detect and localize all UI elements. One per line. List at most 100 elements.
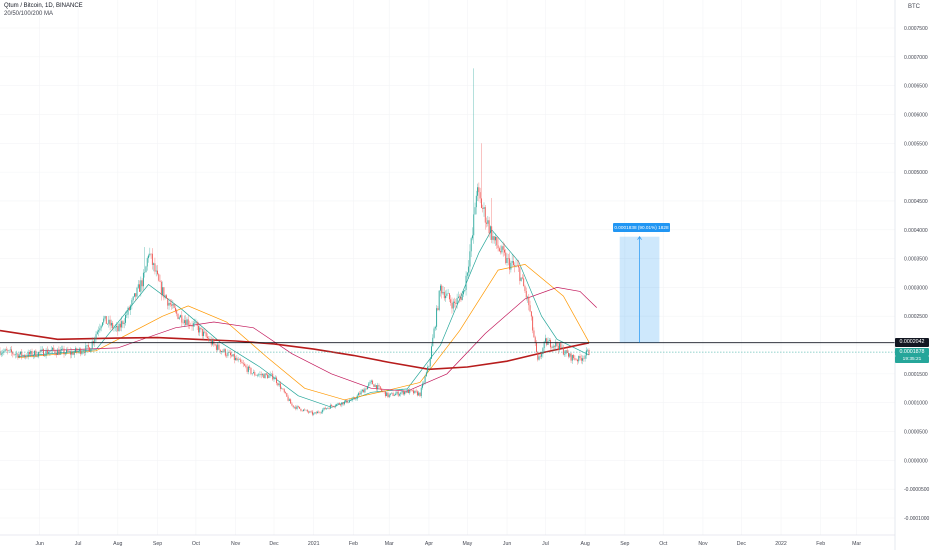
candle-body [578,355,580,362]
currency-label: BTC [908,4,920,10]
candle-body [167,298,169,306]
candle-body [272,373,274,380]
candle-body [533,330,535,338]
x-tick-label: Jun [36,541,44,547]
candle-body [256,375,258,376]
candle-body [305,409,307,411]
candle-body [122,321,124,325]
candle-body [32,355,34,357]
candle-body [278,383,280,386]
candle-body [64,353,66,355]
y-tick-label: -0.0001000 [904,516,930,522]
candle-body [62,348,64,350]
candle-body [159,280,161,282]
candle-body [548,340,550,342]
candle-body [55,353,57,355]
candle-body [191,325,193,327]
candle-body [378,385,380,387]
candle-body [44,355,46,357]
x-tick-label: Sep [153,541,162,547]
measure-arrow-head [637,236,642,240]
candle-body [31,350,33,357]
candle-body [459,296,461,298]
y-tick-label: 0.0003000 [904,285,928,291]
candle-body [198,325,199,333]
candle-body [392,393,394,396]
candle-body [27,352,29,358]
candle-body [8,350,10,351]
x-tick-label: Jun [503,541,511,547]
candle-body [434,326,436,329]
candle-body [304,409,306,411]
candle-body [377,385,379,390]
candle-body [260,374,262,376]
candle-body [359,393,361,395]
candle-body [519,267,521,281]
candle-body [109,319,111,326]
candle-body [63,348,65,355]
candle-body [270,373,272,375]
candle-body [146,258,148,267]
candle-body [335,405,336,407]
candle-body [90,348,92,352]
candle-body [375,385,377,390]
candle-body [283,389,285,393]
candle-body [209,339,211,341]
candle-body [542,348,544,355]
candle-body [127,307,129,315]
candle-body [136,287,138,297]
candle-body [401,390,403,393]
candle-body [240,359,242,362]
candle-body [148,255,149,259]
candle-body [455,302,457,304]
indicator-legend[interactable]: 20/50/100/200 MA [4,11,54,17]
x-tick-label: Dec [269,541,279,547]
candle-body [514,264,516,267]
candle-body [406,389,408,393]
candle-body [565,350,567,354]
candle-body [428,366,430,367]
x-tick-label: Feb [816,541,825,547]
y-tick-label: 0.0001500 [904,372,928,378]
candle-body [445,295,447,299]
candle-body [570,353,572,361]
candle-body [555,342,557,347]
candle-body [113,327,115,329]
candle-body [402,390,404,395]
candle-body [510,262,512,270]
candle-body [387,392,389,398]
candle-body [41,349,43,350]
candle-body [557,345,559,350]
candle-body [247,366,249,372]
candle-body [49,351,51,353]
candle-body [103,318,105,323]
candle-body [69,351,71,355]
candle-body [9,349,11,351]
candle-body [528,296,530,306]
candle-body [67,349,69,352]
candle-body [177,313,179,319]
candle-body [414,390,416,394]
candle-body [372,380,374,385]
candle-body [68,351,70,352]
candle-body [454,301,455,303]
candle-body [468,266,470,273]
measure-label: 0.0001838 (90.01%) 1828 [613,223,670,232]
candle-body [246,366,248,372]
candle-body [195,322,197,323]
candle-body [162,287,164,295]
x-tick-label: Mar [852,541,861,547]
candle-body [410,389,412,391]
candle-body [183,320,185,323]
candle-body [282,388,284,390]
candle-body [311,411,313,415]
candle-body [386,392,388,397]
candle-body [153,263,155,265]
candle-body [238,359,240,360]
candle-body [564,353,566,355]
candle-body [363,389,365,393]
candle-body [318,411,320,413]
candle-body [369,381,371,384]
candle-body [245,365,247,367]
